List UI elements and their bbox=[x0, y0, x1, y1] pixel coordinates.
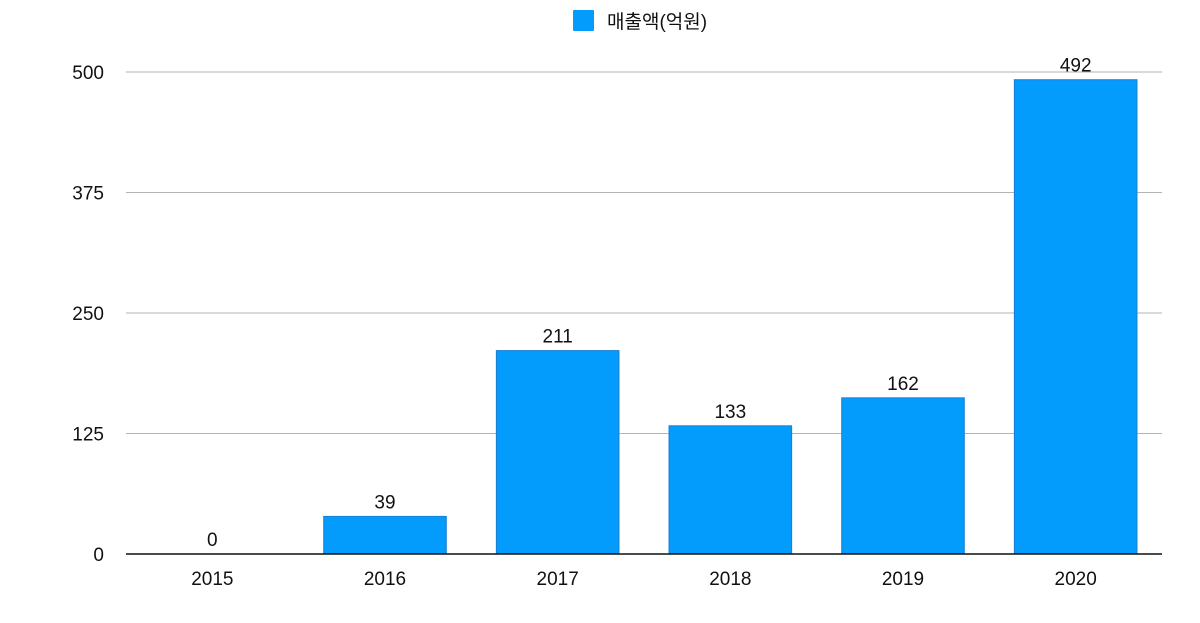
bar bbox=[495, 350, 620, 555]
bar bbox=[668, 425, 793, 555]
data-label: 211 bbox=[543, 327, 573, 348]
x-tick-label: 2015 bbox=[191, 569, 233, 590]
data-labels: 0 39 211 133 162 492 bbox=[207, 56, 1091, 551]
y-tick-label: 250 bbox=[72, 304, 104, 325]
y-tick-label: 375 bbox=[72, 184, 104, 205]
data-label: 162 bbox=[887, 374, 919, 395]
legend: 매출액(억원) bbox=[573, 10, 707, 33]
data-label: 492 bbox=[1060, 56, 1092, 77]
legend-swatch bbox=[573, 10, 594, 31]
bars bbox=[323, 79, 1138, 555]
legend-label: 매출액(억원) bbox=[607, 11, 707, 33]
x-tick-label: 2019 bbox=[882, 569, 924, 590]
gridlines bbox=[126, 71, 1162, 434]
x-tick-label: 2020 bbox=[1055, 569, 1097, 590]
data-label: 39 bbox=[374, 492, 395, 513]
bar bbox=[323, 515, 447, 555]
bar bbox=[1013, 79, 1138, 555]
x-axis-ticks: 2015 2016 2017 2018 2019 2020 bbox=[191, 569, 1097, 590]
y-tick-label: 125 bbox=[72, 425, 104, 446]
x-tick-label: 2018 bbox=[709, 569, 751, 590]
data-label: 0 bbox=[207, 530, 218, 551]
y-axis-ticks: 0 125 250 375 500 bbox=[72, 63, 104, 566]
y-tick-label: 500 bbox=[72, 63, 104, 84]
bar bbox=[841, 397, 965, 555]
x-tick-label: 2016 bbox=[364, 569, 406, 590]
y-tick-label: 0 bbox=[93, 545, 104, 566]
x-tick-label: 2017 bbox=[537, 569, 579, 590]
data-label: 133 bbox=[714, 402, 746, 423]
